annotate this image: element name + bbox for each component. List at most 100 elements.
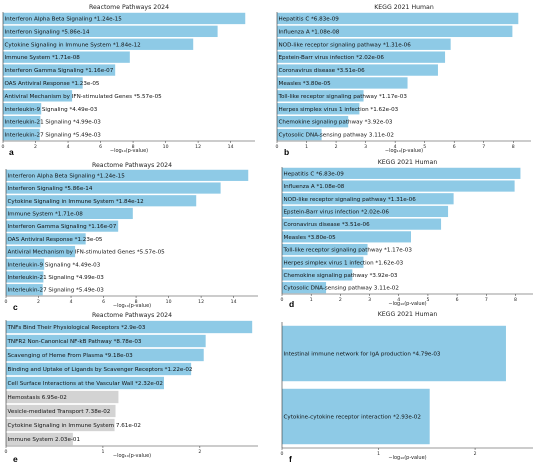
panel-d-letter: d (289, 299, 294, 309)
panel-b-tick-label-7: 6 (453, 144, 456, 150)
panel-d-bar-6 (282, 231, 412, 243)
panel-e-bar-1 (6, 320, 253, 334)
panel-e-bar-label-2: TNFR2 Non-Canonical NF-kB Pathway *8.78e… (7, 339, 142, 345)
panel-b-tick-label-3: 2 (335, 144, 338, 150)
panel-c-bar-7 (6, 245, 76, 258)
panel-a-title: Reactome Pathways 2024 (89, 4, 169, 11)
panel-b-bar-label-3: NOD-like receptor signaling pathway *1.3… (279, 42, 412, 48)
panel-c-bar-4 (6, 207, 133, 220)
panel-c-bar-label-3: Cytokine Signaling in Immune System *1.8… (8, 199, 144, 205)
panel-e-bar-label-6: Hemostasis 6.95e-02 (8, 395, 67, 401)
panel-c-tick-label-2: 2 (37, 299, 40, 305)
panel-d-bar-2 (282, 180, 515, 192)
panel-e-title: Reactome Pathways 2024 (92, 312, 172, 319)
panel-c-letter: c (13, 302, 18, 312)
panel-b-bar-4 (277, 51, 446, 63)
panel-f-bar-label-2: Cytokine-cytokine receptor interaction *… (284, 415, 421, 421)
panel-e-bar-label-7: Vesicle-mediated Transport 7.38e-02 (8, 409, 111, 415)
panel-e-bar-5 (6, 376, 164, 390)
panel-f-bar-label-1: Intestinal immune network for IgA produc… (284, 352, 441, 358)
panel-c-tick-label-1: 0 (5, 299, 8, 305)
panel-c-bar-label-6: OAS Antiviral Response *1.23e-05 (8, 237, 103, 243)
panel-a-bar-label-6: OAS Antiviral Response *1.23e-05 (5, 81, 100, 87)
panel-c-bar-8 (6, 258, 45, 270)
panel-e-bar-label-8: Cytokine Signaling in Immune System 7.61… (8, 423, 141, 429)
panel-d-bar-5 (282, 218, 442, 230)
panel-c-xlabel: −log₁₀(p-value) (113, 303, 151, 309)
panel-d-tick-label-7: 6 (456, 297, 459, 303)
panel-c-tick-label-7: 12 (198, 299, 204, 305)
panel-e-bar-label-9: Immune System 2.03e-01 (8, 437, 81, 443)
panel-d-tick-label-1: 0 (281, 297, 284, 303)
panel-c-bar-9 (6, 271, 44, 283)
panel-b-letter: b (284, 147, 289, 157)
panel-b-bar-label-6: Measles *3.80e-05 (279, 81, 332, 87)
panel-c-bar-label-5: Interferon Gamma Signaling *1.16e-07 (8, 224, 117, 230)
panel-b-tick-label-4: 3 (364, 144, 367, 150)
panel-a-bar-9 (3, 115, 41, 128)
panel-d-tick-label-2: 1 (310, 297, 313, 303)
panel-d-bar-3 (282, 193, 454, 205)
panel-e-bar-3 (6, 348, 204, 362)
panel-b-tick-label-6: 5 (423, 144, 426, 150)
panel-e-letter: e (13, 454, 18, 464)
panel-c-bar-label-8: Interleukin-9 Signaling *4.49e-03 (8, 262, 101, 268)
panel-b-bar-7 (277, 90, 364, 102)
panel-a-bar-10 (3, 128, 40, 141)
panel-b-tick-label-2: 1 (305, 144, 308, 150)
panel-c-bar-label-10: Interleukin-27 Signaling *5.49e-03 (8, 288, 105, 294)
panel-c-bar-label-7: Antiviral Mechanism by IFN-stimulated Ge… (8, 250, 166, 256)
panel-f-tick-label-1: 0 (281, 451, 284, 457)
panel-e-tick-label-3: 2 (198, 449, 201, 455)
panel-d-bar-10 (282, 282, 327, 294)
panel-f-bar-1 (282, 325, 506, 382)
panel-d-bar-label-4: Epstein-Barr virus infection *2.02e-06 (284, 209, 390, 215)
panel-a-tick-label-4: 6 (99, 144, 102, 150)
panel-b-bar-label-2: Influenza A *1.08e-08 (279, 29, 340, 35)
panel-c-tick-label-6: 10 (166, 299, 172, 305)
panel-d-bar-label-10: Cytosolic DNA-sensing pathway 3.11e-02 (284, 286, 399, 292)
panel-c-tick-label-4: 6 (102, 299, 105, 305)
panel-c-tick-label-5: 8 (135, 299, 138, 305)
panel-d-tick-label-9: 8 (514, 297, 517, 303)
panel-b-bar-label-9: Chemokine signaling pathway *3.92e-03 (279, 120, 393, 126)
panel-a-xlabel: −log₁₀(p-value) (110, 148, 148, 154)
panel-e-bar-4 (6, 362, 192, 376)
panel-b-bar-label-8: Herpes simplex virus 1 infection *1.62e-… (279, 107, 399, 113)
panel-d-tick-label-3: 2 (339, 297, 342, 303)
panel-a-tick-label-7: 12 (195, 144, 201, 150)
panel-b-xlabel: −log₁₀(p-value) (385, 148, 423, 154)
panel-c-title: Reactome Pathways 2024 (92, 162, 172, 169)
panel-f-bar-2 (282, 388, 430, 445)
panel-c-tick-label-8: 14 (231, 299, 237, 305)
panel-a-tick-label-6: 10 (163, 144, 169, 150)
panel-c-bar-6 (6, 233, 86, 245)
panel-e-bar-label-5: Cell Surface Interactions at the Vascula… (8, 381, 163, 387)
panel-e-bar-2 (6, 334, 206, 348)
panel-a-bar-label-1: Interferon Alpha Beta Signaling *1.24e-1… (5, 16, 123, 22)
panel-b-title: KEGG 2021 Human (374, 4, 434, 11)
panel-b-tick-label-1: 0 (276, 144, 279, 150)
panel-a-bar-label-9: Interleukin-21 Signaling *4.99e-03 (5, 120, 102, 126)
panel-a-bar-label-10: Interleukin-27 Signaling *5.49e-03 (5, 133, 102, 139)
panel-e-tick-label-1: 0 (5, 449, 8, 455)
panel-b-bar-10 (277, 128, 322, 141)
panel-c-bar-10 (6, 284, 43, 296)
panel-d-bar-label-1: Hepatitis C *6.83e-09 (284, 171, 345, 177)
panel-d-xlabel: −log₁₀(p-value) (388, 301, 426, 307)
panel-b-bar-2 (277, 25, 513, 38)
panel-d-bar-1 (282, 167, 521, 179)
panel-d-bar-label-8: Herpes simplex virus 1 infection *1.62e-… (284, 260, 404, 266)
panel-e-bar-label-1: TNFs Bind Their Physiological Receptors … (7, 325, 146, 331)
panel-b-bar-label-1: Hepatitis C *6.83e-09 (279, 16, 340, 22)
panel-f-xlabel: −log₁₀(p-value) (388, 455, 426, 461)
panel-d-bar-9 (282, 269, 353, 281)
panel-a-tick-label-2: 2 (34, 144, 37, 150)
panel-b-bar-6 (277, 77, 408, 89)
panel-a-bar-label-2: Interferon Signaling *5.86e-14 (5, 29, 90, 35)
panel-d-bar-label-5: Coronavirus disease *3.51e-06 (284, 222, 371, 228)
panel-b-tick-label-5: 4 (394, 144, 397, 150)
panel-a-bar-4 (3, 51, 130, 63)
panel-d-bar-label-6: Measles *3.80e-05 (284, 235, 337, 241)
